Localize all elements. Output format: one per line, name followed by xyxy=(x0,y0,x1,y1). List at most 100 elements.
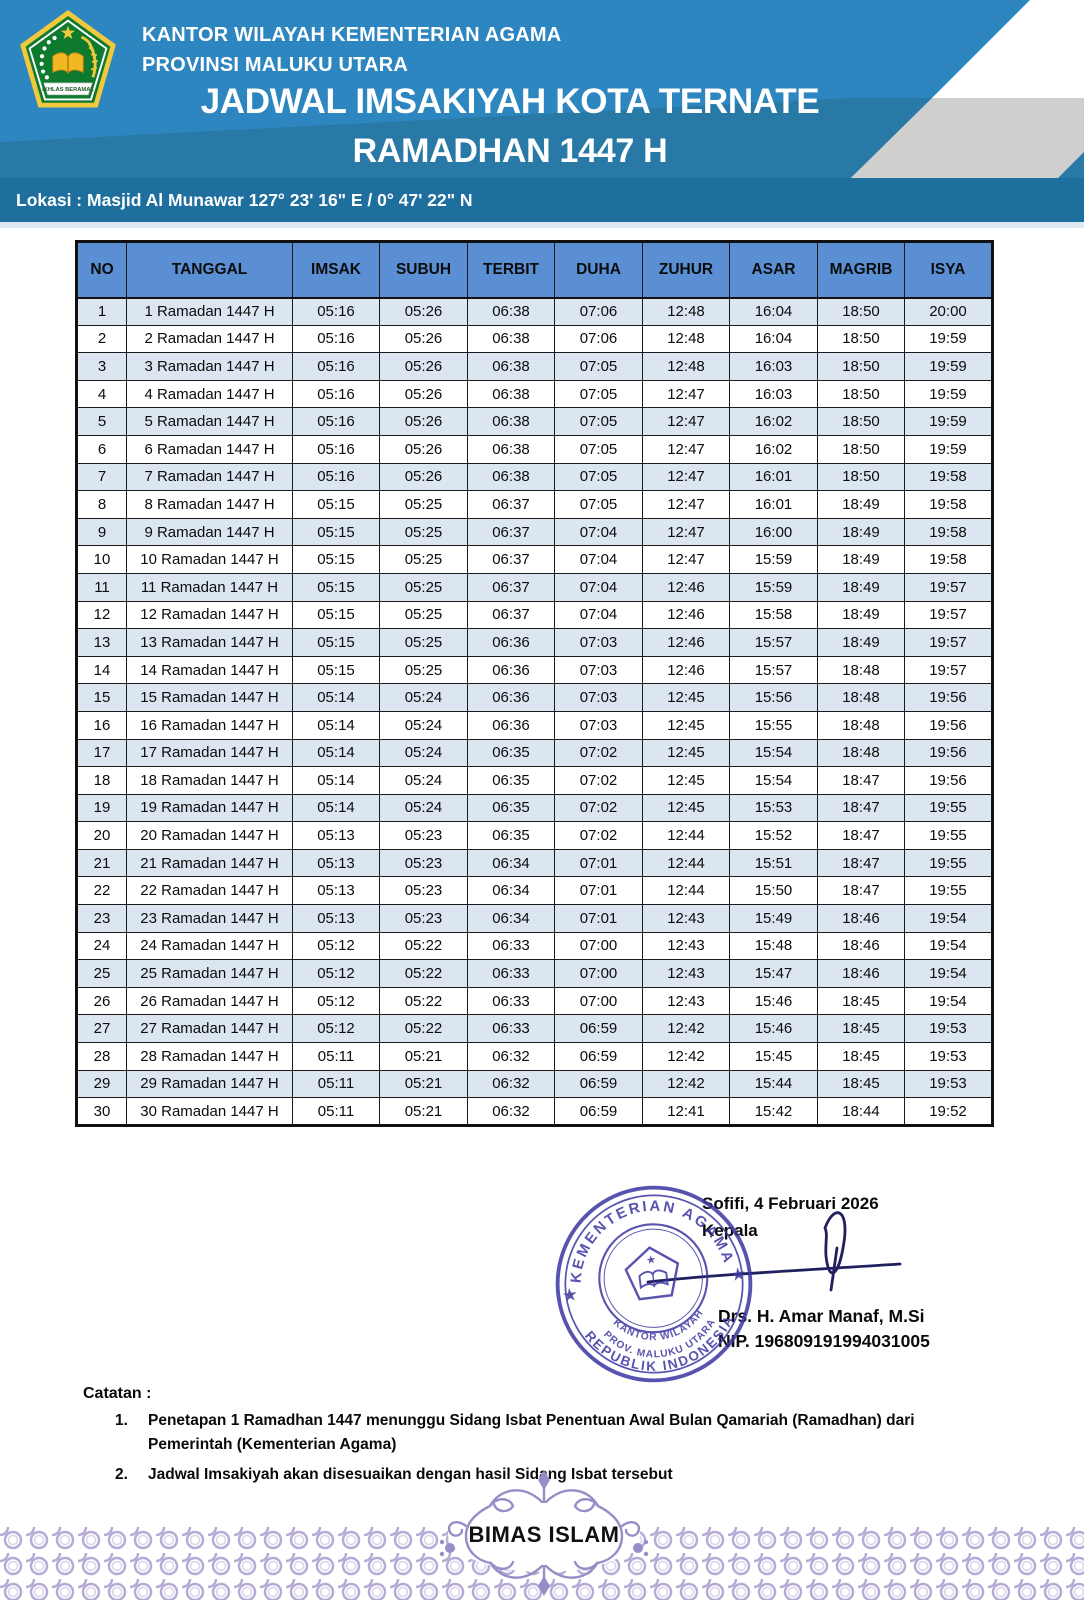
column-header: ASAR xyxy=(729,241,818,299)
table-cell: 19:55 xyxy=(904,793,993,823)
table-cell: 13 Ramadan 1447 H xyxy=(126,628,293,657)
table-cell: 06:32 xyxy=(467,1042,555,1071)
table-cell: 12:43 xyxy=(642,904,730,933)
table-cell: 12:47 xyxy=(642,434,730,464)
table-cell: 15:57 xyxy=(729,655,818,685)
table-cell: 05:25 xyxy=(379,628,468,657)
table-cell: 07:02 xyxy=(554,738,643,768)
table-cell: 06:33 xyxy=(467,1014,555,1044)
table-cell: 18:47 xyxy=(817,766,905,795)
table-cell: 19:53 xyxy=(904,1014,993,1044)
table-cell: 06:36 xyxy=(467,683,555,712)
table-cell: 19 xyxy=(76,793,127,823)
table-cell: 12:42 xyxy=(642,1014,730,1044)
organization-line1: KANTOR WILAYAH KEMENTERIAN AGAMA xyxy=(142,24,562,46)
table-cell: 05:26 xyxy=(379,352,468,381)
table-cell: 18:45 xyxy=(817,1042,905,1071)
table-cell: 05:25 xyxy=(379,600,468,630)
table-cell: 15:46 xyxy=(729,986,818,1016)
table-cell: 18:50 xyxy=(817,379,905,409)
column-header: TANGGAL xyxy=(126,241,293,299)
table-cell: 16:01 xyxy=(729,490,818,519)
table-cell: 27 xyxy=(76,1014,127,1044)
table-cell: 12:43 xyxy=(642,986,730,1016)
table-cell: 05:12 xyxy=(292,1014,380,1044)
table-cell: 19:54 xyxy=(904,931,993,961)
table-cell: 06:34 xyxy=(467,904,555,933)
table-row: 30 30 Ramadan 1447 H 05:11 05:21 06:32 06:59 1… xyxy=(76,1097,993,1126)
note-text: Penetapan 1 Ramadhan 1447 menunggu Sidan… xyxy=(148,1412,915,1454)
page-title: JADWAL IMSAKIYAH KOTA TERNATE xyxy=(200,82,820,121)
schedule-table-wrap: NO TANGGAL IMSAK SUBUH TERBIT DUHA ZUHUR ASAR MA… xyxy=(75,240,994,1127)
table-cell: 07:02 xyxy=(554,793,643,823)
table-cell: 24 Ramadan 1447 H xyxy=(126,931,293,961)
table-cell: 19:57 xyxy=(904,572,993,602)
table-cell: 06:35 xyxy=(467,821,555,850)
table-cell: 15:58 xyxy=(729,600,818,630)
table-cell: 05:16 xyxy=(292,324,380,354)
table-cell: 30 Ramadan 1447 H xyxy=(126,1097,293,1126)
table-cell: 07:00 xyxy=(554,986,643,1016)
table-cell: 18:45 xyxy=(817,1069,905,1099)
table-cell: 12:44 xyxy=(642,821,730,850)
table-cell: 05:14 xyxy=(292,683,380,712)
header-underline-strip xyxy=(0,222,1084,228)
table-cell: 19:56 xyxy=(904,710,993,740)
table-cell: 05:16 xyxy=(292,434,380,464)
table-cell: 15:51 xyxy=(729,848,818,878)
table-row: 27 27 Ramadan 1447 H 05:12 05:22 06:33 06:59 1… xyxy=(76,1014,993,1044)
table-cell: 16:00 xyxy=(729,517,818,547)
table-cell: 19:56 xyxy=(904,766,993,795)
table-cell: 05:14 xyxy=(292,793,380,823)
table-cell: 22 xyxy=(76,876,127,906)
table-cell: 19:57 xyxy=(904,628,993,657)
table-row: 16 16 Ramadan 1447 H 05:14 05:24 06:36 07:03 1… xyxy=(76,710,993,740)
table-cell: 12 Ramadan 1447 H xyxy=(126,600,293,630)
table-cell: 18:48 xyxy=(817,683,905,712)
table-cell: 17 Ramadan 1447 H xyxy=(126,738,293,768)
table-cell: 15:50 xyxy=(729,876,818,906)
table-cell: 29 xyxy=(76,1069,127,1099)
table-cell: 28 xyxy=(76,1042,127,1071)
table-cell: 15:59 xyxy=(729,572,818,602)
table-cell: 05:13 xyxy=(292,904,380,933)
table-cell: 12:45 xyxy=(642,766,730,795)
table-cell: 18:50 xyxy=(817,407,905,436)
table-cell: 05:12 xyxy=(292,931,380,961)
table-cell: 05:23 xyxy=(379,848,468,878)
table-cell: 05:13 xyxy=(292,876,380,906)
table-cell: 16:03 xyxy=(729,379,818,409)
notes-heading: Catatan : xyxy=(83,1385,152,1402)
table-cell: 4 xyxy=(76,379,127,409)
table-row: 12 12 Ramadan 1447 H 05:15 05:25 06:37 07:04 1… xyxy=(76,600,993,630)
table-cell: 18:50 xyxy=(817,434,905,464)
table-cell: 05:15 xyxy=(292,545,380,574)
table-cell: 12:45 xyxy=(642,710,730,740)
table-cell: 06:35 xyxy=(467,793,555,823)
table-cell: 15:54 xyxy=(729,738,818,768)
table-cell: 28 Ramadan 1447 H xyxy=(126,1042,293,1071)
table-cell: 19:58 xyxy=(904,517,993,547)
svg-text:REPUBLIK INDONESIA: REPUBLIK INDONESIA xyxy=(581,1311,742,1383)
stamp-star-right-icon: ★ xyxy=(730,1266,746,1285)
table-cell: 12:42 xyxy=(642,1069,730,1099)
table-cell: 06:33 xyxy=(467,931,555,961)
organization-block: KANTOR WILAYAH KEMENTERIAN AGAMA PROVINS… xyxy=(142,20,561,80)
table-cell: 06:32 xyxy=(467,1097,555,1126)
table-cell: 12:47 xyxy=(642,407,730,436)
table-cell: 07:01 xyxy=(554,904,643,933)
table-cell: 18:48 xyxy=(817,710,905,740)
logo-motto: IKHLAS BERAMAL xyxy=(42,87,94,93)
table-cell: 18:45 xyxy=(817,986,905,1016)
table-cell: 06:38 xyxy=(467,434,555,464)
table-cell: 05:26 xyxy=(379,297,468,326)
table-cell: 14 Ramadan 1447 H xyxy=(126,655,293,685)
table-cell: 07:06 xyxy=(554,324,643,354)
table-cell: 07:05 xyxy=(554,434,643,464)
table-cell: 15:57 xyxy=(729,628,818,657)
column-header: NO xyxy=(76,241,127,299)
